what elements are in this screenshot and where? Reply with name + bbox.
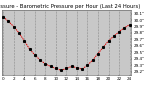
Title: Pressure - Barometric Pressure per Hour (Last 24 Hours): Pressure - Barometric Pressure per Hour … <box>0 4 141 9</box>
